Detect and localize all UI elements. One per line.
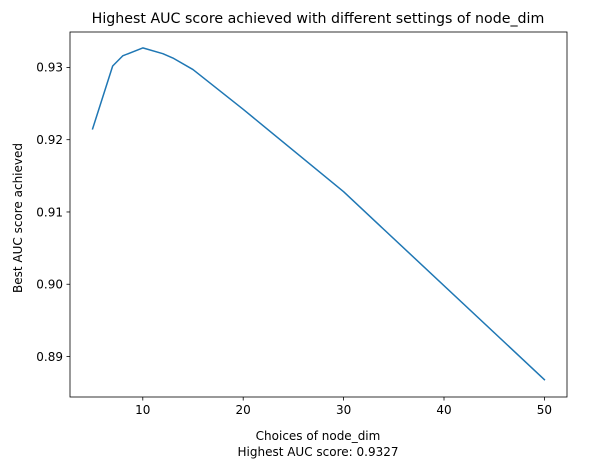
x-tick-label: 10 (135, 403, 150, 417)
plot-frame (69, 31, 568, 398)
x-tick-label: 50 (537, 403, 552, 417)
chart-title: Highest AUC score achieved with differen… (92, 11, 545, 27)
series-line (91, 47, 546, 381)
y-tick-label: 0.92 (36, 133, 63, 147)
y-tick-label: 0.93 (36, 61, 63, 75)
x-tick-label: 40 (436, 403, 451, 417)
y-axis-label: Best AUC score achieved (11, 143, 25, 293)
x-axis-ticks: 10 20 30 40 50 (135, 397, 552, 417)
y-tick-label: 0.90 (36, 278, 63, 292)
y-tick-label: 0.91 (36, 205, 63, 219)
x-tick-label: 20 (236, 403, 251, 417)
x-axis-label: Choices of node_dim (256, 429, 381, 443)
y-tick-label: 0.89 (36, 350, 63, 364)
x-tick-label: 30 (336, 403, 351, 417)
y-axis-ticks: 0.89 0.90 0.91 0.92 0.93 (36, 61, 70, 364)
highest-auc-score-note: Highest AUC score: 0.9327 (237, 445, 398, 459)
series-layer (91, 47, 546, 381)
